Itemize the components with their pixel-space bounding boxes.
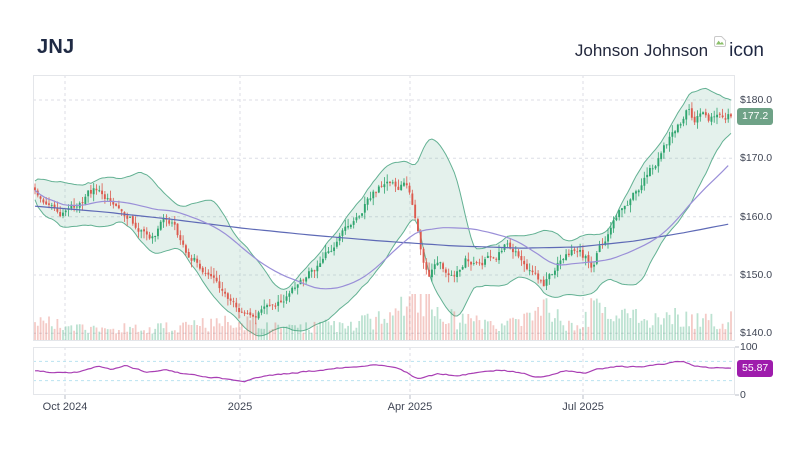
price-axis-label: $140.0: [740, 327, 773, 340]
indicator-value-badge: 55.87: [737, 360, 774, 377]
price-axis-label: $160.0: [740, 210, 773, 223]
indicator-axis-label: 0: [740, 389, 746, 401]
broken-image-icon: [714, 36, 727, 47]
logo-alt-text: icon: [729, 40, 764, 61]
time-axis-label: Apr 2025: [387, 401, 433, 413]
current-price-badge: 177.2: [737, 108, 774, 125]
time-axis-label: 2025: [227, 401, 253, 413]
indicator-axis-label: 100: [740, 341, 758, 353]
price-axis-label: $180.0: [740, 94, 773, 106]
ticker-symbol: JNJ: [37, 36, 75, 58]
price-axis-label: $170.0: [740, 152, 773, 165]
company-name: Johnson Johnson: [574, 41, 709, 60]
company-logo: icon: [714, 36, 764, 62]
time-axis-label: Oct 2024: [42, 401, 88, 413]
price-axis-label: $150.0: [740, 268, 773, 281]
time-axis-label: Jul 2025: [562, 401, 604, 413]
company-header: Johnson Johnson icon: [574, 36, 764, 62]
